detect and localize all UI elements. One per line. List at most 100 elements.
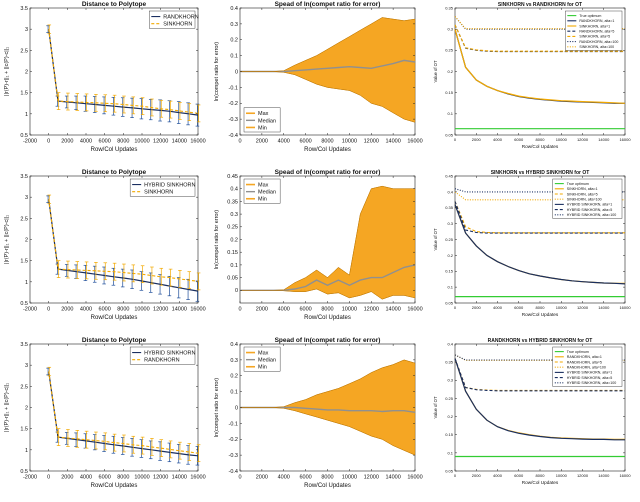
y-axis-label: Value of OT (433, 60, 438, 82)
y-tick-label: 2 (25, 69, 28, 75)
legend-entry: SINKHORN, alta=5 (579, 35, 610, 39)
x-tick-label: 8000 (117, 475, 129, 481)
legend-entry: RANDKHORN, alta=1 (579, 19, 614, 23)
y-tick-label: 1.5 (20, 91, 28, 97)
x-tick-label: 4000 (493, 473, 503, 478)
x-tick-label: 4000 (493, 305, 503, 310)
y-tick-label: 0.1 (447, 285, 453, 290)
legend-entry: Median (258, 118, 276, 124)
x-tick-label: 2000 (472, 305, 482, 310)
y-tick-label: -0.2 (229, 437, 238, 443)
y-tick-label: 0.4 (447, 341, 453, 346)
plot-area (29, 343, 199, 472)
x-axis-label: Row/Col Updates (304, 315, 351, 321)
series-line-3 (454, 29, 626, 104)
chart-title: Distance to Polytope (82, 1, 147, 8)
y-tick-label: 0.15 (445, 90, 454, 95)
y-tick-label: 0.2 (230, 38, 238, 44)
y-tick-label: 0.35 (445, 205, 454, 210)
series-line-7 (454, 188, 625, 193)
legend-entry: Min (258, 197, 267, 203)
x-tick-label: 2000 (472, 473, 482, 478)
chart-title: Distance to Polytope (82, 337, 147, 344)
x-tick-label: 10000 (342, 307, 357, 313)
y-tick-label: 0.3 (447, 27, 453, 32)
x-tick-label: 2000 (61, 139, 73, 145)
legend-entry: True optimum (567, 350, 589, 354)
x-tick-label: 16000 (190, 139, 205, 145)
x-tick-label: 16000 (619, 473, 631, 478)
x-tick-label: 0 (238, 139, 241, 145)
y-tick-label: 0.25 (445, 48, 454, 53)
legend-entry: SINKHORN, alta=1 (579, 24, 610, 28)
series-line-7 (454, 16, 625, 30)
legend-entry: SINKHORN, alta=100 (567, 197, 602, 201)
y-tick-label: 0.4 (230, 342, 238, 348)
x-tick-label: 2000 (472, 137, 482, 142)
y-tick-label: 2.5 (20, 216, 28, 222)
y-tick-label: 0.05 (227, 276, 238, 282)
y-tick-label: 0.35 (227, 199, 238, 205)
legend-entry: SINKHORN (163, 22, 192, 28)
x-tick-label: 14000 (385, 307, 400, 313)
y-tick-label: 3 (25, 363, 28, 369)
y-tick-label: 0 (235, 69, 238, 75)
y-tick-label: 0.2 (230, 237, 238, 243)
x-tick-label: 14000 (598, 137, 610, 142)
y-tick-label: 1.5 (20, 427, 28, 433)
y-tick-label: 0.35 (445, 360, 454, 365)
x-tick-label: 0 (454, 137, 457, 142)
chart-title: Spead of ln(compet ratio for error) (275, 337, 381, 344)
x-axis-label: Row/Col Updates (91, 147, 138, 153)
chart-7: -2000 0 2000 4000 6000 8000 10000 12000 14000 160… (4, 337, 206, 489)
legend-entry: HYBRID SINKHORN, alta=5 (567, 376, 612, 380)
series-line-6 (454, 358, 625, 392)
legend-entry: Median (258, 190, 276, 196)
x-tick-label: 12000 (153, 475, 168, 481)
series-line-5 (454, 358, 625, 441)
x-tick-label: -2000 (23, 307, 37, 313)
legend-entry: True optimum (567, 182, 589, 186)
x-tick-label: 10000 (556, 305, 568, 310)
y-tick-label: 1.5 (20, 259, 28, 265)
y-tick-label: 3.5 (20, 6, 28, 12)
x-tick-label: 8000 (321, 139, 333, 145)
x-tick-label: 16000 (619, 137, 631, 142)
chart-2: 0 2000 4000 6000 8000 10000 12000 14000 16000 -0.… (214, 1, 423, 153)
y-tick-label: 0.45 (227, 174, 238, 180)
legend-box (129, 346, 196, 365)
y-tick-label: 3 (25, 27, 28, 33)
plot-area (29, 7, 199, 136)
legend-entry: Median (258, 358, 276, 364)
x-axis-label: Row/Col Updates (304, 483, 351, 489)
y-axis-label: ||r(P)-r||₁ + ||c(P)-c||₁ (4, 47, 10, 96)
chart-title: Spead of ln(compet ratio for error) (275, 169, 381, 176)
y-tick-label: 0.2 (447, 253, 453, 258)
y-tick-label: -0.1 (229, 421, 238, 427)
y-tick-label: -0.3 (229, 453, 238, 459)
x-tick-label: 8000 (117, 139, 129, 145)
x-tick-label: 8000 (117, 307, 129, 313)
x-tick-label: 12000 (364, 307, 379, 313)
y-tick-label: 0 (235, 288, 238, 294)
x-tick-label: 0 (454, 305, 457, 310)
x-tick-label: 10000 (134, 475, 149, 481)
chart-1: -2000 0 2000 4000 6000 8000 10000 12000 14000 160… (4, 1, 206, 153)
legend-entry: HYBRID SINKHORN, alta=100 (567, 381, 616, 385)
x-tick-label: 10000 (556, 137, 568, 142)
legend-entry: HYBRID SINKHORN (144, 182, 195, 188)
legend-entry: HYBRID SINKHORN, alta=100 (567, 213, 616, 217)
x-tick-label: 6000 (514, 137, 524, 142)
series-line-2 (48, 371, 199, 454)
x-tick-label: 2000 (256, 139, 268, 145)
y-tick-label: 0.5 (20, 301, 28, 307)
chart-5: 0 2000 4000 6000 8000 10000 12000 14000 16000 0 0.… (214, 169, 423, 321)
chart-title: SINKHORN vs RANDKHORN for OT (498, 2, 582, 8)
chart-title: Distance to Polytope (82, 169, 147, 176)
y-tick-label: 0.3 (230, 358, 238, 364)
y-tick-label: 0.1 (447, 111, 453, 116)
y-tick-label: 1 (25, 112, 28, 118)
